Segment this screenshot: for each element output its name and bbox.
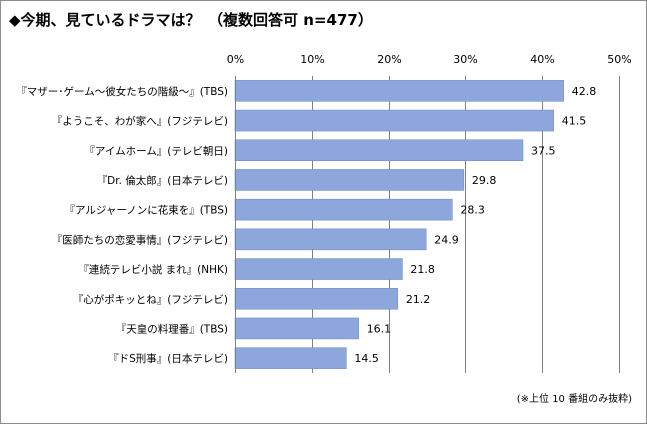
data-label: 42.8 [572,85,597,98]
data-label: 21.2 [406,293,431,306]
data-label: 41.5 [562,115,587,128]
category-label: 『天皇の料理番』(TBS) [116,322,228,335]
x-tick-label: 30% [453,53,477,66]
bar [234,198,453,221]
bar [234,80,564,102]
bar [234,139,524,161]
bar [234,288,399,310]
category-label: 『アルジャーノンに花束を』(TBS) [64,204,228,217]
data-label: 21.8 [410,263,435,276]
category-label: 『心がポキッとね』(フジテレビ) [73,293,228,306]
chart-footnote: (※上位 10 番組のみ抜粋) [516,394,632,405]
x-tick-label: 20% [377,53,401,66]
category-label: 『ドS刑事』(日本テレビ) [108,352,228,365]
data-label: 28.3 [460,204,485,217]
category-label: 『ようこそ、わが家へ』(フジテレビ) [52,115,228,128]
x-tick-label: 0% [227,53,244,66]
bar [234,228,427,251]
category-label: 『医師たちの恋愛事情』(フジテレビ) [52,233,228,246]
data-label: 29.8 [472,174,497,187]
data-label: 14.5 [354,352,379,365]
data-label: 37.5 [531,144,556,157]
data-label: 24.9 [434,233,459,246]
bar [234,169,465,191]
category-label: 『連続テレビ小説 まれ』(NHK) [78,263,228,276]
bar [234,317,359,340]
bar [234,347,347,369]
category-label: 『マザー･ゲーム～彼女たちの階級～』(TBS) [16,85,228,98]
chart-title: ◆今期、見ているドラマは？ （複数回答可 n=477） [9,11,373,29]
data-label: 16.1 [367,322,392,335]
x-tick-label: 40% [530,53,554,66]
bar [234,109,554,132]
x-tick-label: 50% [607,53,631,66]
category-label: 『Dr. 倫太郎』(日本テレビ) [97,174,228,187]
bar [234,258,403,280]
category-label: 『アイムホーム』(テレビ朝日) [84,145,228,157]
x-tick-label: 10% [300,53,324,66]
